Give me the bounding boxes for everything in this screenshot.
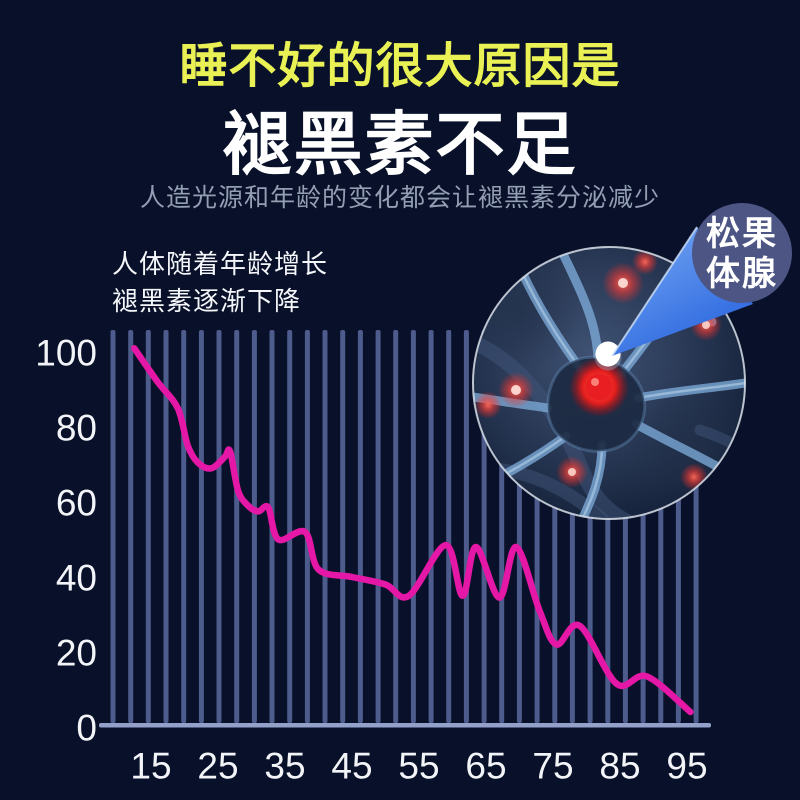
x-tick-label: 55 (398, 746, 439, 787)
x-tick-label: 15 (130, 746, 171, 787)
y-tick-label: 40 (56, 558, 97, 599)
y-tick-label: 60 (56, 483, 97, 524)
grid-bar (181, 330, 187, 723)
x-tick-label: 85 (599, 746, 640, 787)
callout-pointer-edge (611, 226, 698, 357)
x-axis-baseline (99, 723, 711, 728)
chart-note-line1: 人体随着年龄增长 (112, 249, 329, 279)
grid-bar (428, 330, 434, 723)
grid-bar (357, 330, 363, 723)
y-tick-label: 0 (76, 708, 97, 749)
grid-bar (234, 330, 240, 723)
grid-bar (340, 330, 346, 723)
chart-note: 人体随着年龄增长 褪黑素逐渐下降 (112, 246, 328, 320)
chart-note-line2: 褪黑素逐渐下降 (112, 286, 302, 316)
grid-bar (145, 330, 151, 723)
grid-bar (304, 330, 310, 723)
melatonin-line-series (131, 345, 694, 716)
x-tick-label: 95 (666, 746, 707, 787)
callout-bubble: 松果 体腺 (692, 203, 792, 303)
grid-bar (393, 330, 399, 723)
grid-bar (463, 330, 469, 723)
y-tick-label: 100 (35, 333, 97, 374)
callout-label-line1: 松果 (706, 215, 778, 253)
grid-bar (322, 330, 328, 723)
x-tick-label: 75 (532, 746, 573, 787)
grid-bar (110, 330, 116, 723)
grid-bar (163, 330, 169, 723)
grid-bar (216, 330, 222, 723)
x-tick-label: 35 (264, 746, 305, 787)
grid-bar (198, 330, 204, 723)
chart-layer: 0 20 40 60 80 100 15 25 35 45 55 65 75 85 95 (35, 330, 711, 787)
subtitle: 人造光源和年龄的变化都会让褪黑素分泌减少 (139, 184, 660, 212)
grid-bar (251, 330, 257, 723)
grid-bar (287, 330, 293, 723)
grid-bar (446, 330, 452, 723)
marker-dot (595, 341, 621, 367)
neuron-photo-rim (472, 246, 746, 520)
nucleus-highlight (591, 378, 599, 386)
grid-bar (375, 330, 381, 723)
y-tick-label: 80 (56, 408, 97, 449)
title-accent: 睡不好的很大原因是 (179, 40, 621, 93)
x-tick-label: 65 (465, 746, 506, 787)
callout-label-line2: 体腺 (706, 255, 778, 293)
grid-bar (128, 330, 134, 723)
x-tick-label: 45 (331, 746, 372, 787)
y-tick-label: 20 (56, 633, 97, 674)
x-tick-label: 25 (197, 746, 238, 787)
nucleus-core (586, 374, 612, 400)
grid-bar (410, 330, 416, 723)
page-title: 褪黑素不足 (222, 106, 578, 183)
callout-bubble-circle (692, 203, 792, 303)
